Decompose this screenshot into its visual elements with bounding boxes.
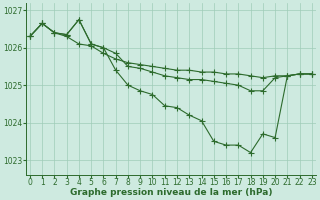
X-axis label: Graphe pression niveau de la mer (hPa): Graphe pression niveau de la mer (hPa) [70,188,272,197]
